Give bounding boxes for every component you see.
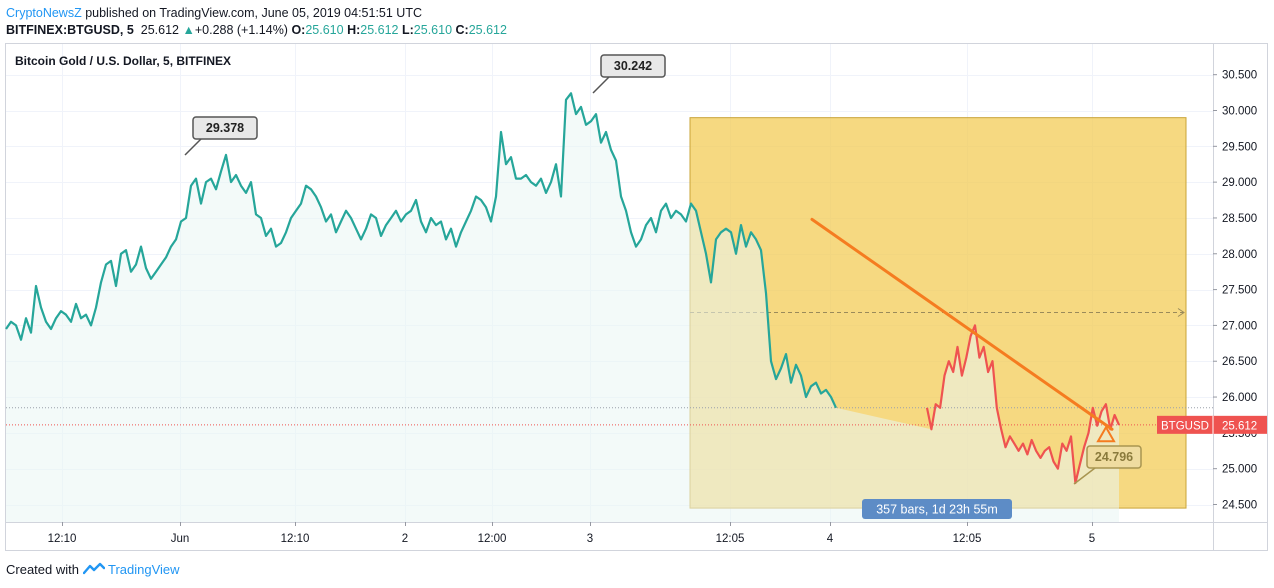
y-tick-label: 28.500: [1222, 213, 1257, 225]
callout-box: [600, 54, 666, 78]
x-tick-label: 12:05: [953, 533, 982, 545]
callout-pointer: [184, 138, 202, 156]
high-label: H:: [347, 23, 361, 37]
y-tick-label: 27.500: [1222, 285, 1257, 297]
callout-label: 24.796: [1095, 450, 1133, 464]
price-axis[interactable]: 30.500 30.000 29.500 29.000 28.500 28.000 27.5…: [1157, 70, 1267, 512]
x-tick-label: 12:00: [478, 533, 507, 545]
last-price-value: 25.612: [1222, 420, 1257, 432]
change-arrow-icon: ▲: [182, 23, 195, 37]
x-tick-label: 4: [827, 533, 834, 545]
tradingview-logo-icon: [82, 562, 105, 575]
created-with-text: Created with: [6, 562, 79, 577]
y-tick-label: 30.000: [1222, 106, 1257, 118]
callout-box: [1086, 445, 1142, 469]
y-tick-label: 26.000: [1222, 392, 1257, 404]
x-tick-label: 12:10: [281, 533, 310, 545]
x-tick-label: 3: [587, 533, 593, 545]
y-tick-label: 26.500: [1222, 356, 1257, 368]
last-price-symbol: BTGUSD: [1161, 420, 1209, 432]
y-tick-label: 25.000: [1222, 464, 1257, 476]
x-tick-label: Jun: [171, 533, 190, 545]
x-tick-label: 12:05: [716, 533, 745, 545]
y-tick-label: 30.500: [1222, 70, 1257, 82]
range-label-box: [862, 499, 1012, 519]
footer: Created with TradingView: [6, 562, 180, 578]
x-tick-label: 2: [402, 533, 408, 545]
chart-frame: [5, 43, 1268, 551]
open-value: 25.610: [305, 23, 344, 37]
range-arrow-icon: [1177, 308, 1185, 317]
y-tick-label: 27.000: [1222, 320, 1257, 332]
change-value: +0.288 (+1.14%): [194, 23, 288, 37]
y-tick-label: 28.000: [1222, 249, 1257, 261]
price-area-fill: [6, 93, 1119, 523]
annotations: 29.378 30.242 24.796 357 bars, 1d 23h 55m: [184, 54, 1142, 519]
x-tick-label: 5: [1089, 533, 1095, 545]
high-value: 25.612: [360, 23, 399, 37]
callout-pointer: [592, 76, 610, 94]
y-tick-label: 29.500: [1222, 141, 1257, 153]
author-link[interactable]: CryptoNewsZ: [6, 6, 82, 20]
y-tick-label: 29.000: [1222, 177, 1257, 189]
close-value: 25.612: [468, 23, 507, 37]
publish-info: CryptoNewsZ published on TradingView.com…: [6, 5, 422, 21]
x-tick-label: 12:10: [48, 533, 77, 545]
callout-label: 30.242: [614, 59, 652, 73]
published-text: published on TradingView.com, June 05, 2…: [85, 6, 423, 20]
callout-label: 29.378: [206, 121, 244, 135]
last-price: 25.612: [140, 23, 179, 37]
trend-line: [810, 217, 1114, 431]
price-line: [5, 92, 837, 409]
chart-title: Bitcoin Gold / U.S. Dollar, 5, BITFINEX: [15, 54, 231, 68]
range-label: 357 bars, 1d 23h 55m: [876, 503, 998, 517]
price-series: [5, 92, 1213, 523]
open-label: O:: [291, 23, 306, 37]
symbol-label: BITFINEX:BTGUSD, 5: [6, 23, 134, 37]
tradingview-link[interactable]: TradingView: [108, 562, 180, 577]
callout-box: [192, 116, 258, 140]
y-tick-label: 24.500: [1222, 500, 1257, 512]
ohlc-line: BITFINEX:BTGUSD, 5 25.612 ▲+0.288 (+1.14…: [6, 22, 507, 38]
close-label: C:: [455, 23, 469, 37]
callout-pointer: [1073, 467, 1096, 485]
low-value: 25.610: [413, 23, 453, 37]
low-label: L:: [401, 23, 414, 37]
price-line-down: [925, 324, 1121, 485]
time-axis[interactable]: 12:10 Jun 12:10 2 12:00 3 12:05 4 12:05 5: [48, 522, 1096, 545]
trend-arrow-icon: [1096, 425, 1116, 443]
last-price-tag: [1157, 415, 1267, 434]
